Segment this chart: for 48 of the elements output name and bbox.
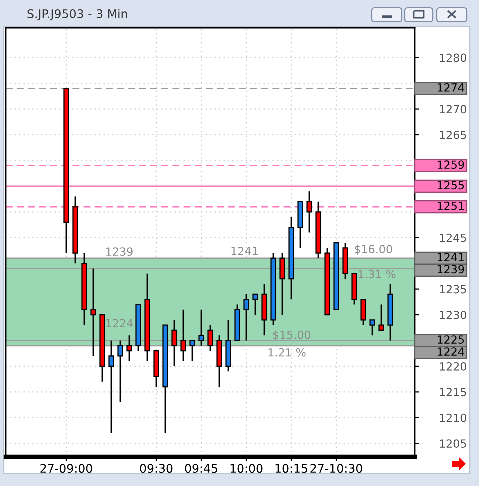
- candlestick: [126, 334, 132, 362]
- y-tick-label: 1220: [440, 362, 466, 371]
- y-tick-label: 1230: [440, 311, 466, 320]
- y-tick-label: 1205: [440, 440, 466, 448]
- y-tick-label: 1235: [440, 285, 466, 294]
- ref-line-label: 1239: [438, 265, 464, 274]
- candlestick: [244, 294, 250, 342]
- y-tick-label: 1270: [440, 105, 466, 114]
- candlestick: [280, 252, 286, 316]
- x-tick-label: 09:30: [140, 464, 173, 474]
- candlestick: [172, 319, 178, 368]
- y-tick-label: 1280: [440, 54, 466, 62]
- annotation: 1224: [106, 319, 134, 328]
- ref-line-label: 1241: [438, 253, 464, 262]
- candlestick: [108, 340, 114, 434]
- annotation: 1239: [106, 248, 133, 256]
- y-tick-label: 1245: [440, 234, 466, 242]
- annotation: 1241: [232, 247, 258, 256]
- ref-line-label: 1255: [438, 181, 464, 190]
- x-tick-label: 10:15: [276, 464, 308, 474]
- candlestick: [198, 309, 204, 347]
- candlestick: [90, 268, 96, 357]
- ref-line-label: 1259: [438, 160, 464, 170]
- y-tick-label: 1210: [440, 414, 466, 422]
- annotation: 1.31 %: [358, 270, 396, 279]
- x-tick-label: 09:45: [185, 464, 218, 474]
- annotation: $15.00: [273, 330, 311, 341]
- ref-line-label: 1251: [438, 202, 464, 210]
- x-tick-label: 10:00: [230, 464, 263, 474]
- x-tick-label: 27-09:00: [40, 464, 92, 474]
- candlestick: [370, 319, 376, 336]
- candlestick: [378, 304, 384, 332]
- candlestick: [306, 190, 312, 234]
- ref-line-label: 1225: [438, 336, 464, 344]
- candlestick: [252, 294, 258, 316]
- candlestick: [180, 309, 186, 362]
- x-tick-label: 27-10:30: [310, 464, 362, 474]
- ref-line-label: 1274: [438, 84, 464, 92]
- y-tick-label: 1215: [440, 388, 466, 397]
- y-tick-label: 1265: [440, 130, 466, 140]
- candlestick: [360, 298, 366, 326]
- candlestick: [208, 324, 214, 352]
- ref-line-label: 1224: [438, 348, 464, 356]
- candlestick: [190, 340, 196, 362]
- annotation: 1.21 %: [268, 348, 306, 357]
- annotation: $16.00: [355, 244, 392, 256]
- chart-title: S.JP.J9503 - 3 Min: [28, 9, 128, 21]
- candlestick: [118, 340, 124, 404]
